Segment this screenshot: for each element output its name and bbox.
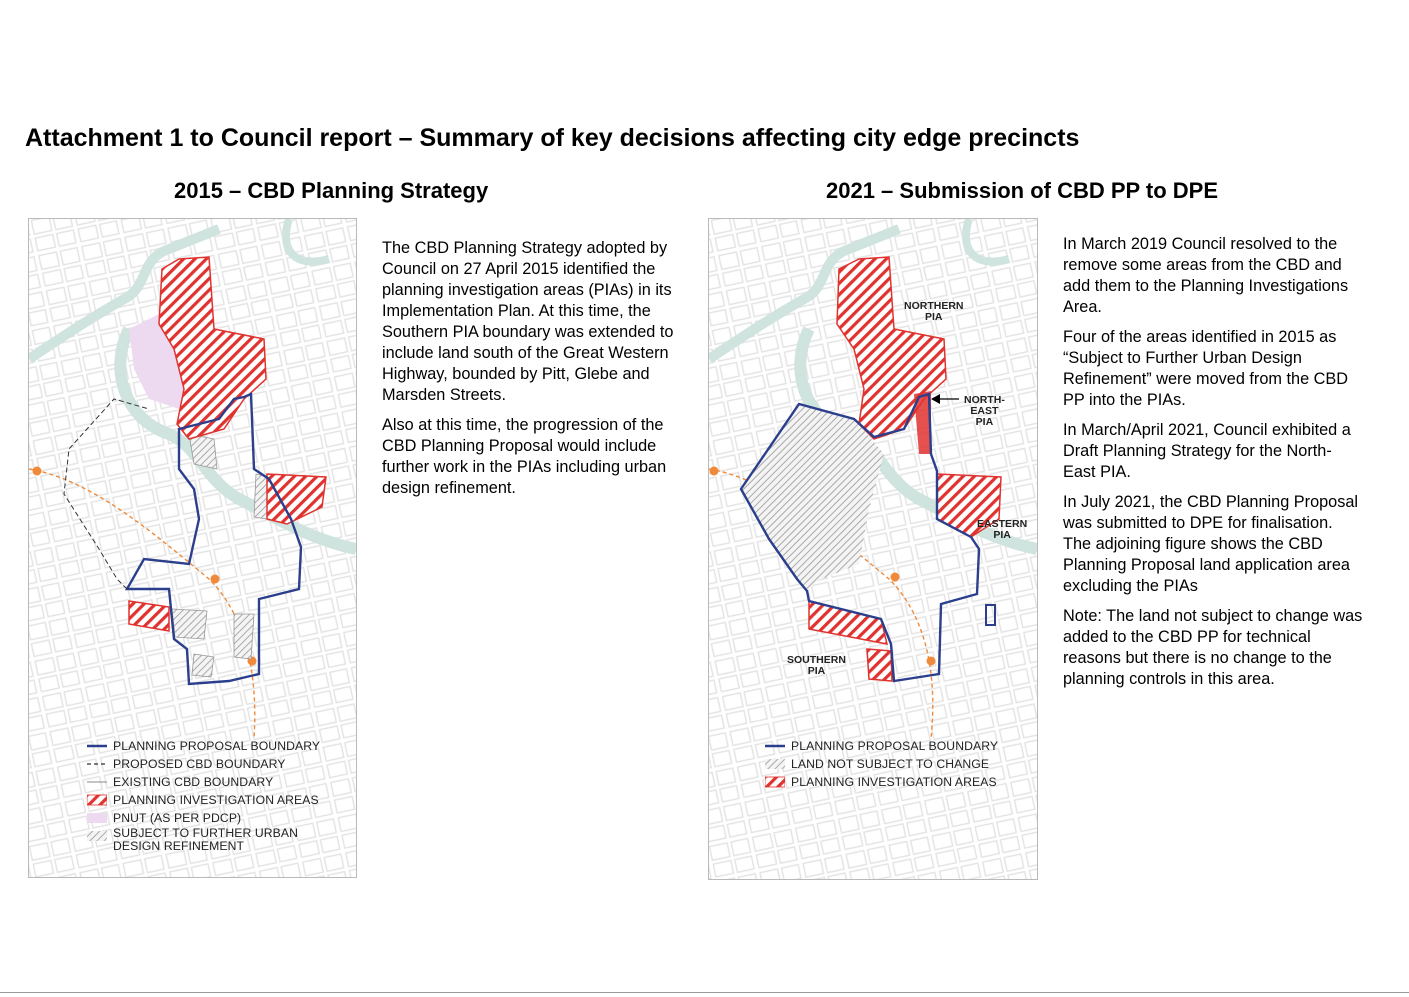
right-section-heading: 2021 – Submission of CBD PP to DPE [826,178,1219,203]
legend-item: PLANNING PROPOSAL BOUNDARY [87,737,320,755]
legend-item: PNUT (AS PER PDCP) [87,809,320,827]
north-east-pia-label: NORTH- EAST PIA [964,394,1005,428]
paragraph: In March 2019 Council resolved to the re… [1063,235,1349,316]
legend-item: SUBJECT TO FURTHER URBAN DESIGN REFINEME… [87,827,320,853]
legend-label: SUBJECT TO FURTHER URBAN DESIGN REFINEME… [113,826,299,853]
legend-item: PROPOSED CBD BOUNDARY [87,755,320,773]
document-title: Attachment 1 to Council report – Summary… [25,124,1080,152]
paragraph: In March/April 2021, Council exhibited a… [1063,421,1351,481]
red-hatch-icon [87,794,107,806]
legend-label: EXISTING CBD BOUNDARY [113,775,274,789]
thin-grey-line-icon [87,781,107,783]
legend-label: PLANNING INVESTIGATION AREAS [791,775,997,789]
legend-label: PLANNING INVESTIGATION AREAS [113,793,319,807]
legend-label: LAND NOT SUBJECT TO CHANGE [791,757,990,771]
solid-navy-line-icon [87,744,107,748]
red-hatch-icon [765,776,785,788]
legend-2015: PLANNING PROPOSAL BOUNDARY PROPOSED CBD … [87,737,320,853]
left-section-text: The CBD Planning Strategy adopted by Cou… [382,238,682,508]
paragraph: Also at this time, the progression of th… [382,416,667,497]
legend-item: EXISTING CBD BOUNDARY [87,773,320,791]
grey-hatch-icon [87,831,107,841]
pink-fill-icon [87,813,107,823]
legend-label: PLANNING PROPOSAL BOUNDARY [113,739,321,753]
map-2021: NORTHERN PIA NORTH- EAST PIA EASTERN PIA SOU… [708,218,1038,880]
legend-item: PLANNING PROPOSAL BOUNDARY [765,737,998,755]
legend-item: PLANNING INVESTIGATION AREAS [87,791,320,809]
right-section-text: In March 2019 Council resolved to the re… [1063,234,1363,699]
left-section-heading: 2015 – CBD Planning Strategy [174,178,489,203]
footer-divider [0,992,1409,997]
paragraph: Note: The land not subject to change was… [1063,607,1363,688]
legend-label: PNUT (AS PER PDCP) [113,811,242,825]
eastern-pia-label: EASTERN PIA [977,518,1028,541]
paragraph: The CBD Planning Strategy adopted by Cou… [382,239,674,404]
map-2015: PLANNING PROPOSAL BOUNDARY PROPOSED CBD … [28,218,357,878]
solid-navy-line-icon [765,744,785,748]
dashed-black-line-icon [87,763,107,765]
southern-pia-label: SOUTHERN PIA [787,654,846,677]
northern-pia-label: NORTHERN PIA [904,300,964,323]
legend-label: PROPOSED CBD BOUNDARY [113,757,286,771]
grey-hatch-icon [765,759,785,769]
legend-2021: PLANNING PROPOSAL BOUNDARY LAND NOT SUBJ… [765,737,998,791]
paragraph: In July 2021, the CBD Planning Proposal … [1063,493,1359,595]
legend-item: LAND NOT SUBJECT TO CHANGE [765,755,998,773]
legend-label: PLANNING PROPOSAL BOUNDARY [791,739,999,753]
legend-item: PLANNING INVESTIGATION AREAS [765,773,998,791]
paragraph: Four of the areas identified in 2015 as … [1063,328,1349,409]
